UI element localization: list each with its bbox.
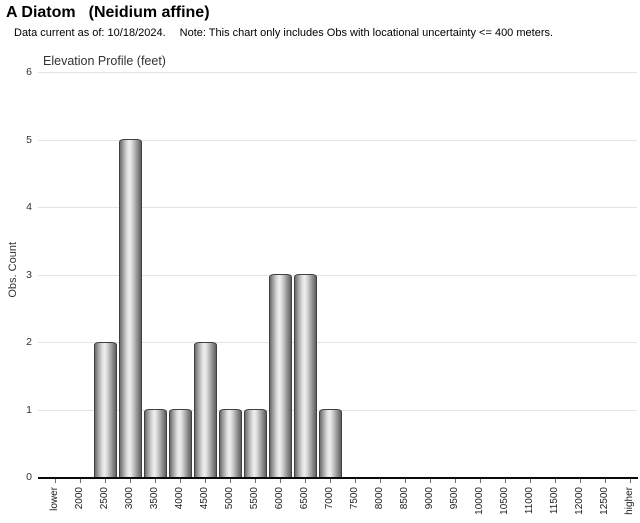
gridline-y5 — [38, 140, 637, 141]
data-current-date: Data current as of: 10/18/2024. — [14, 27, 166, 39]
x-tick-mark-2500 — [105, 479, 106, 483]
x-axis-line — [38, 477, 638, 479]
x-tick-mark-12500 — [605, 479, 606, 483]
bar-4500 — [194, 342, 217, 477]
x-tick-mark-11500 — [555, 479, 556, 483]
x-tick-label-3500: 3500 — [149, 487, 160, 510]
x-tick-mark-higher — [630, 479, 631, 483]
x-tick-mark-2000 — [80, 479, 81, 483]
x-tick-mark-7500 — [355, 479, 356, 483]
bar-6000 — [269, 274, 292, 477]
x-tick-label-6000: 6000 — [274, 487, 285, 510]
gridline-y4 — [38, 207, 637, 208]
x-tick-label-9500: 9500 — [449, 487, 460, 510]
x-tick-label-9000: 9000 — [424, 487, 435, 510]
x-tick-label-5000: 5000 — [224, 487, 235, 510]
x-tick-mark-8000 — [380, 479, 381, 483]
x-tick-mark-lower — [55, 479, 56, 483]
species-scientific-name: (Neidium affine) — [88, 4, 210, 21]
x-tick-label-11000: 11000 — [524, 487, 535, 515]
bar-3500 — [144, 409, 167, 477]
x-tick-label-11500: 11500 — [549, 487, 560, 515]
x-tick-mark-5500 — [255, 479, 256, 483]
bar-5500 — [244, 409, 267, 477]
x-tick-label-4000: 4000 — [174, 487, 185, 510]
y-tick-label-6: 6 — [26, 66, 32, 78]
y-tick-label-4: 4 — [26, 201, 32, 213]
x-tick-label-2500: 2500 — [99, 487, 110, 510]
x-tick-label-7000: 7000 — [324, 487, 335, 510]
x-tick-mark-8500 — [405, 479, 406, 483]
bar-2500 — [94, 342, 117, 477]
species-common-name: A Diatom — [6, 4, 76, 21]
gridline-y2 — [38, 342, 637, 343]
x-tick-label-lower: lower — [49, 487, 60, 511]
x-tick-mark-6500 — [305, 479, 306, 483]
y-tick-label-2: 2 — [26, 336, 32, 348]
x-tick-mark-9500 — [455, 479, 456, 483]
x-tick-label-5500: 5500 — [249, 487, 260, 510]
x-tick-mark-11000 — [530, 479, 531, 483]
chart-title: Elevation Profile (feet) — [43, 54, 166, 68]
x-tick-mark-10000 — [480, 479, 481, 483]
x-tick-mark-12000 — [580, 479, 581, 483]
x-tick-label-4500: 4500 — [199, 487, 210, 510]
x-tick-label-12500: 12500 — [599, 487, 610, 515]
x-tick-label-3000: 3000 — [124, 487, 135, 510]
bar-7000 — [319, 409, 342, 477]
y-tick-label-3: 3 — [26, 269, 32, 281]
x-tick-label-12000: 12000 — [574, 487, 585, 515]
bar-4000 — [169, 409, 192, 477]
x-tick-label-10000: 10000 — [474, 487, 485, 515]
x-tick-label-higher: higher — [624, 487, 635, 515]
x-tick-label-2000: 2000 — [74, 487, 85, 510]
page-title: A Diatom (Neidium affine) — [6, 4, 210, 22]
x-tick-label-10500: 10500 — [499, 487, 510, 515]
bar-6500 — [294, 274, 317, 477]
x-tick-mark-9000 — [430, 479, 431, 483]
x-tick-mark-6000 — [280, 479, 281, 483]
x-tick-mark-4000 — [180, 479, 181, 483]
y-tick-label-1: 1 — [26, 404, 32, 416]
gridline-y3 — [38, 275, 637, 276]
x-tick-mark-3000 — [130, 479, 131, 483]
bar-5000 — [219, 409, 242, 477]
x-tick-mark-7000 — [330, 479, 331, 483]
uncertainty-note: Note: This chart only includes Obs with … — [179, 27, 554, 39]
x-tick-label-8000: 8000 — [374, 487, 385, 510]
y-tick-label-0: 0 — [26, 471, 32, 483]
x-tick-label-7500: 7500 — [349, 487, 360, 510]
gridline-y6 — [38, 72, 637, 73]
subtitle: Data current as of: 10/18/2024. Note: Thi… — [14, 27, 553, 39]
x-tick-label-6500: 6500 — [299, 487, 310, 510]
bar-3000 — [119, 139, 142, 477]
x-tick-mark-10500 — [505, 479, 506, 483]
y-tick-label-5: 5 — [26, 134, 32, 146]
x-tick-mark-3500 — [155, 479, 156, 483]
x-tick-mark-5000 — [230, 479, 231, 483]
x-tick-mark-4500 — [205, 479, 206, 483]
x-tick-label-8500: 8500 — [399, 487, 410, 510]
